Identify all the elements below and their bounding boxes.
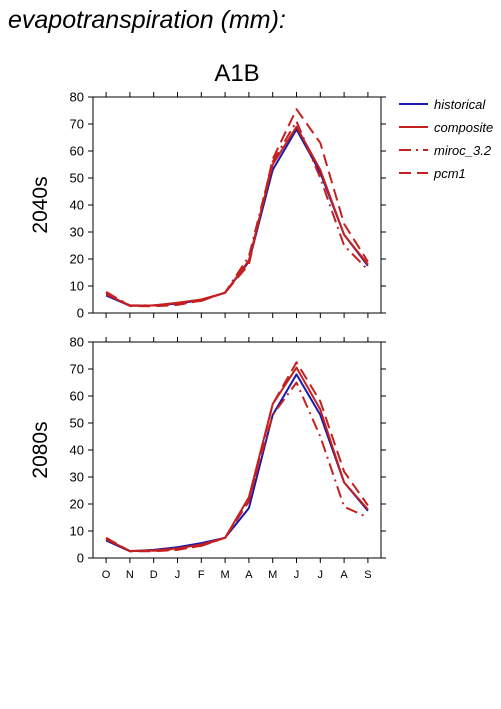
series-line-miroc-3-2: [105, 120, 369, 307]
y-tick-label: 10: [70, 279, 84, 294]
x-tick-label: D: [150, 569, 158, 581]
y-tick-label: 50: [70, 171, 84, 186]
y-tick-label: 10: [70, 524, 84, 539]
y-tick-label: 30: [70, 470, 84, 485]
y-tick-label: 70: [70, 117, 84, 132]
series-line-miroc-3-2: [105, 381, 369, 552]
x-tick-label: A: [245, 569, 253, 581]
x-tick-label: O: [102, 569, 111, 581]
series-line-historical: [105, 128, 369, 307]
y-tick-label: 20: [70, 497, 84, 512]
panel-1: 0 10 20 30 40 50 60 70 80 2040s: [29, 90, 386, 321]
plot-frame: [92, 96, 382, 314]
x-tick-label: J: [318, 569, 324, 581]
legend-label: historical: [434, 97, 486, 112]
x-tick-label: A: [340, 569, 348, 581]
y-tick-label: 70: [70, 362, 84, 377]
y-tick-label: 30: [70, 225, 84, 240]
x-tick-label: S: [364, 569, 371, 581]
series-line-pcm1: [105, 108, 369, 308]
page-title: evapotranspiration (mm):: [8, 6, 286, 34]
legend-label: composite: [434, 120, 493, 135]
x-tick-label: J: [294, 569, 300, 581]
chart-title: A1B: [214, 60, 259, 87]
y-tick-label: 50: [70, 416, 84, 431]
y-tick-label: 0: [77, 551, 84, 566]
panel-ylabel: 2080s: [29, 421, 52, 478]
y-tick-label: 40: [70, 443, 84, 458]
plot-frame: [92, 341, 382, 559]
x-tick-label: F: [198, 569, 205, 581]
panel-ylabel: 2040s: [29, 176, 52, 233]
series-line-historical: [105, 373, 369, 553]
legend-label: pcm1: [433, 166, 466, 181]
x-tick-label: M: [268, 569, 277, 581]
x-tick-label: N: [126, 569, 134, 581]
y-tick-label: 20: [70, 252, 84, 267]
panel-2: 0 10 20 30 40 50 60 70 80 2080s O N D J F M A M J J A S: [29, 335, 386, 581]
legend-label: miroc_3.2: [434, 143, 492, 158]
y-tick-label: 60: [70, 144, 84, 159]
legend: historical composite miroc_3.2 pcm1: [399, 97, 493, 181]
y-tick-label: 40: [70, 198, 84, 213]
y-tick-label: 60: [70, 389, 84, 404]
series-line-pcm1: [105, 361, 369, 553]
y-tick-label: 80: [70, 335, 84, 350]
y-tick-label: 80: [70, 90, 84, 105]
y-tick-label: 0: [77, 306, 84, 321]
x-tick-label: M: [221, 569, 230, 581]
x-tick-label: J: [175, 569, 181, 581]
